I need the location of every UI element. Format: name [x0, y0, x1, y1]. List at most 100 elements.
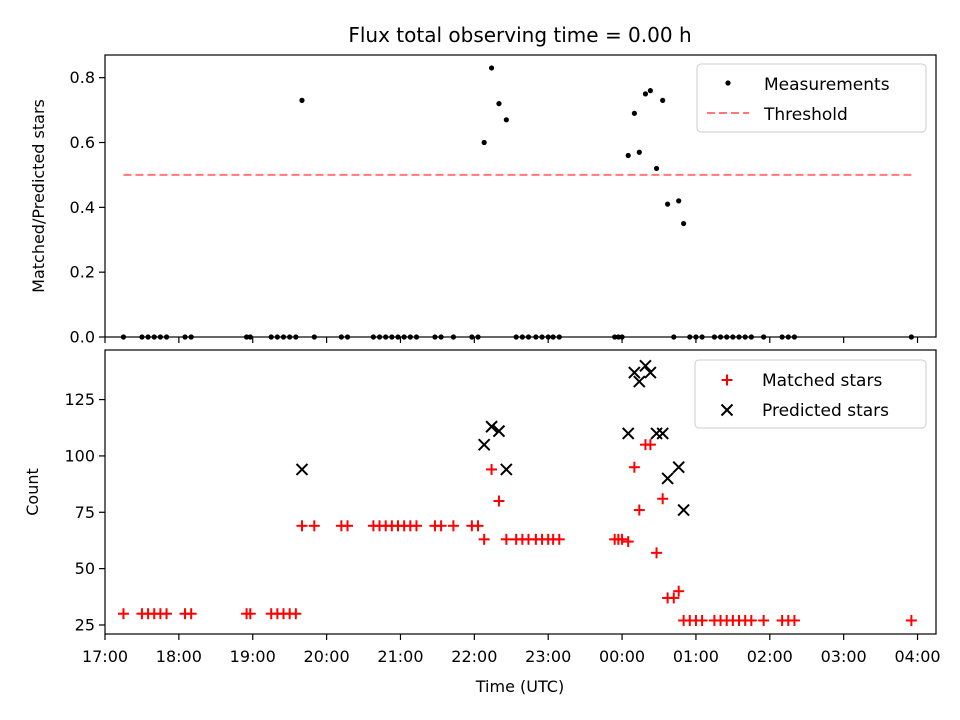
bottom-x-tick-label: 18:00 — [156, 647, 202, 666]
top-panel: Flux total observing time = 0.00 h 0.00.… — [29, 23, 937, 347]
predicted-star-point — [628, 366, 641, 379]
matched-star-point — [628, 461, 640, 473]
bottom-x-tick-label: 20:00 — [304, 647, 350, 666]
matched-star-point — [447, 520, 459, 532]
bottom-y-tick-label: 25 — [75, 615, 95, 634]
measurement-point — [653, 165, 660, 172]
matched-star-point — [185, 608, 197, 620]
bottom-x-tick-label: 00:00 — [599, 647, 645, 666]
bottom-panel: 25 50 75 100 125 17:00 18:00 19:00 20:00 21:00 22:… — [23, 349, 941, 696]
predicted-star-point — [485, 420, 498, 433]
x-axis-label: Time (UTC) — [475, 677, 564, 696]
legend-label-threshold: Threshold — [763, 105, 848, 125]
predicted-star-point-b — [628, 366, 641, 379]
matched-star-point — [616, 533, 628, 545]
matched-star-point — [633, 504, 645, 516]
measurement-point — [665, 201, 671, 207]
matched-star-point — [758, 614, 770, 626]
matched-star-point — [668, 592, 680, 604]
matched-star-point — [745, 614, 757, 626]
measurement-point — [481, 139, 487, 146]
predicted-star-point — [672, 460, 685, 474]
predicted-star-point — [644, 366, 657, 379]
bottom-axes-frame — [104, 349, 937, 635]
predicted-star-point-b — [661, 472, 674, 485]
predicted-star-point — [500, 463, 513, 476]
predicted-star-point-b — [677, 503, 690, 517]
top-y-tick-label: 0.0 — [70, 328, 95, 347]
bottom-x-tick-label: 17:00 — [82, 647, 128, 666]
legend-x-predicted-b — [720, 403, 734, 417]
legend-marker-predicted-stars — [720, 403, 734, 417]
predicted-star-point — [661, 472, 674, 485]
bottom-legend: Matched stars Predicted stars — [694, 359, 927, 429]
predicted-star-point-b — [672, 460, 685, 474]
measurement-point — [631, 110, 637, 116]
matched-star-point — [651, 547, 663, 559]
measurement-point — [660, 97, 666, 103]
predicted-star-point-b — [622, 427, 635, 440]
measurement-point — [503, 117, 509, 123]
bottom-y-axis-label: Count — [23, 468, 42, 516]
top-y-tick-label: 0.2 — [70, 263, 95, 282]
legend-label-matched-stars: Matched stars — [762, 371, 882, 391]
matched-star-point — [788, 614, 800, 626]
matched-star-point — [290, 608, 302, 620]
bottom-legend-box — [694, 359, 927, 429]
legend-label-predicted-stars: Predicted stars — [762, 401, 889, 421]
measurement-point — [625, 152, 631, 159]
measurement-point — [647, 88, 653, 94]
legend-label-measurements: Measurements — [764, 75, 890, 95]
predicted-star-point — [677, 503, 690, 517]
matched-star-point — [657, 493, 669, 505]
matched-star-point — [342, 520, 354, 532]
bottom-x-tick-label: 22:00 — [451, 647, 497, 666]
matched-star-point — [622, 536, 634, 548]
predicted-star-point-b — [477, 438, 491, 451]
measurement-point — [681, 220, 687, 227]
bottom-x-tick-label: 01:00 — [673, 647, 719, 666]
predicted-star-point — [622, 427, 635, 440]
predicted-star-point-b — [644, 366, 657, 379]
measurement-point — [488, 65, 495, 71]
legend-marker-measurements — [725, 80, 731, 86]
top-y-tick-label: 0.8 — [70, 68, 95, 87]
legend-plus-matched — [721, 374, 733, 386]
predicted-star-point-b — [639, 359, 652, 372]
measurement-point — [676, 198, 682, 204]
top-axes-frame — [104, 54, 937, 338]
top-legend-box — [696, 63, 927, 133]
predicted-star-point-b — [492, 424, 506, 438]
bottom-x-tick-label: 23:00 — [525, 647, 571, 666]
predicted-star-point — [477, 438, 491, 451]
matched-star-point — [478, 533, 490, 545]
legend-x-predicted — [720, 403, 734, 417]
matched-star-point — [486, 463, 498, 475]
legend-dot-measurements — [725, 80, 731, 86]
matched-star-point — [472, 520, 484, 532]
top-plot-area: 0.0 0.2 0.4 0.6 0.8 — [70, 65, 919, 347]
measurement-point — [642, 91, 649, 97]
measurement-point — [636, 149, 642, 155]
bottom-y-tick-label: 125 — [64, 390, 95, 409]
matched-star-point — [244, 608, 256, 620]
predicted-star-point-b — [485, 420, 498, 433]
predicted-star-point-b — [633, 375, 646, 388]
measurement-point — [299, 97, 305, 103]
bottom-x-tick-label: 04:00 — [894, 647, 940, 666]
measurement-point — [496, 101, 502, 107]
bottom-plot-area: 25 50 75 100 125 17:00 18:00 19:00 20:00 21:00 22:… — [64, 359, 941, 666]
bottom-x-tick-label: 19:00 — [230, 647, 276, 666]
predicted-star-point — [633, 375, 646, 388]
bottom-x-tick-label: 21:00 — [377, 647, 423, 666]
bottom-y-tick-label: 50 — [75, 559, 95, 578]
predicted-star-point — [295, 463, 309, 476]
top-y-axis-label: Matched/Predicted stars — [29, 99, 48, 293]
matched-star-point — [553, 533, 565, 545]
matched-star-point — [905, 614, 917, 626]
predicted-star-point — [639, 359, 652, 372]
predicted-star-point — [492, 424, 506, 438]
matched-star-point — [435, 520, 447, 532]
top-y-tick-label: 0.6 — [70, 133, 95, 152]
